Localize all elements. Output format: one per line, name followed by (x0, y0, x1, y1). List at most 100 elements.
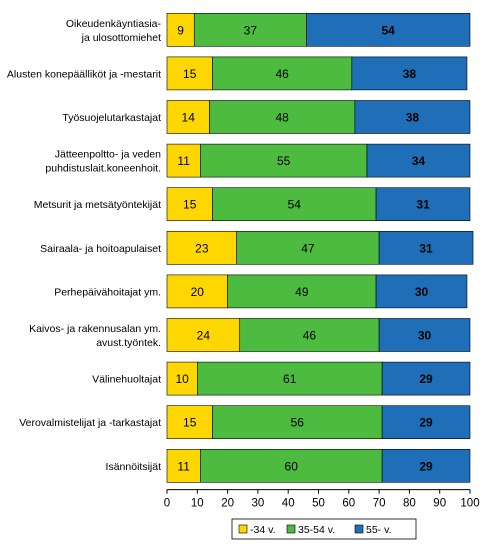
bar-segment (166, 361, 198, 396)
bar-value-label: 23 (195, 241, 209, 255)
bar-value-label: 30 (418, 329, 432, 343)
bar-value-label: 46 (303, 329, 317, 343)
bar-value-label: 34 (412, 154, 426, 168)
bar-value-label: 47 (301, 241, 315, 255)
bar-value-label: 38 (403, 67, 417, 81)
category-label: Alusten konepäälliköt ja -mestarit (7, 68, 161, 80)
category-label: Perhepäivähoitajat ym. (54, 286, 161, 298)
bar-segment (366, 143, 471, 178)
bar-segment (166, 143, 201, 178)
bar-value-label: 11 (177, 154, 190, 168)
bar-segment (193, 13, 307, 47)
x-tick-label: 10 (191, 498, 204, 510)
bar-value-label: 49 (295, 285, 309, 299)
x-tick-label: 0 (164, 498, 170, 510)
x-tick-label: 60 (342, 498, 355, 510)
bar-segment (212, 187, 377, 221)
bar-value-label: 30 (415, 285, 429, 299)
bar-segment (166, 231, 237, 265)
x-tick-label: 80 (403, 498, 416, 510)
legend-swatch (238, 524, 248, 534)
bar-segment (239, 318, 380, 352)
legend-swatch (354, 524, 364, 534)
bar-segment (354, 100, 471, 134)
bar-value-label: 15 (183, 416, 197, 430)
bar-segment (166, 13, 195, 47)
category-label: Työsuojelutarkastajat (62, 112, 161, 124)
legend-swatch (286, 524, 296, 534)
category-label: Jätteenpoltto- ja veden (55, 149, 161, 161)
bar-segment (375, 274, 468, 309)
bar-segment (378, 231, 474, 265)
x-tick-label: 20 (221, 498, 234, 510)
bar-segment (381, 405, 471, 440)
bar-value-label: 20 (191, 285, 205, 299)
bar-value-label: 61 (283, 372, 297, 386)
category-label: Välinehuoltajat (92, 374, 161, 386)
x-tick-label: 90 (433, 498, 446, 510)
bar-value-label: 29 (419, 372, 433, 386)
bar-value-label: 29 (419, 459, 433, 473)
bar-value-label: 15 (183, 198, 197, 212)
bar-value-label: 9 (177, 23, 184, 37)
bar-segment (378, 318, 471, 352)
bar-segment (166, 187, 213, 221)
bar-value-label: 56 (291, 416, 305, 430)
bar-value-label: 29 (419, 416, 433, 430)
category-label: avust.työntek. (96, 337, 161, 349)
bar-value-label: 31 (419, 241, 433, 255)
bar-segment (166, 100, 210, 134)
bar-value-label: 60 (285, 459, 299, 473)
bar-value-label: 24 (197, 329, 211, 343)
category-label: Verovalmistelijat ja -tarkastajat (19, 417, 161, 429)
bar-value-label: 38 (406, 111, 420, 125)
bar-segment (166, 56, 213, 91)
bar-segment (375, 187, 471, 221)
x-tick-label: 100 (460, 498, 479, 510)
bar-value-label: 46 (275, 67, 289, 81)
bar-value-label: 31 (416, 198, 430, 212)
category-label: Metsurit ja metsätyöntekijät (34, 199, 161, 211)
x-tick-label: 50 (312, 498, 325, 510)
bar-value-label: 11 (177, 459, 190, 473)
bar-value-label: 55 (277, 154, 291, 168)
bar-segment (381, 361, 471, 396)
legend-label: 35-54 v. (298, 524, 335, 536)
category-label: ja ulosottomiehet (81, 32, 161, 44)
category-label: Sairaala- ja hoitoapulaiset (40, 243, 161, 255)
bar-value-label: 48 (275, 111, 289, 125)
category-label: puhdistuslait.koneenhoit. (45, 163, 161, 175)
x-tick-label: 30 (252, 498, 265, 510)
bar-segment (381, 448, 471, 483)
bar-segment (306, 13, 471, 47)
bar-segment (212, 56, 353, 91)
bar-segment (351, 56, 468, 91)
bar-segment (166, 405, 213, 440)
bars: 9 37 54 15 46 38 14 48 38 11 55 34 15 54 31 23 47 31 20 49 3… (166, 13, 474, 483)
bar-segment (166, 318, 241, 352)
category-labels: Oikeudenkäyntiasia-ja ulosottomiehet Alus… (7, 18, 162, 473)
bar-value-label: 14 (182, 111, 196, 125)
category-label: Isännöitsijät (106, 461, 162, 473)
legend-box (231, 518, 417, 540)
bar-segment (166, 448, 201, 483)
bar-value-label: 54 (382, 23, 396, 37)
bar-segment (209, 100, 356, 134)
bar-value-label: 37 (244, 23, 258, 37)
x-tick-label: 40 (282, 498, 295, 510)
legend-label: 55- v. (366, 524, 391, 536)
bar-segment (212, 405, 383, 440)
legend: -34 v. 35-54 v. 55- v. (231, 518, 417, 540)
bar-segment (236, 231, 380, 265)
legend-label: -34 v. (250, 524, 275, 536)
bar-value-label: 10 (175, 372, 189, 386)
bar-value-label: 54 (288, 198, 302, 212)
category-label: Oikeudenkäyntiasia- (66, 18, 162, 30)
x-tick-label: 70 (373, 498, 386, 510)
bar-value-label: 15 (183, 67, 197, 81)
x-axis: 0 10 20 30 40 50 60 70 80 90 100 (164, 489, 480, 510)
bar-segment (227, 274, 377, 309)
category-label: Kaivos- ja rakennusalan ym. (29, 323, 161, 335)
bar-segment (166, 274, 228, 309)
